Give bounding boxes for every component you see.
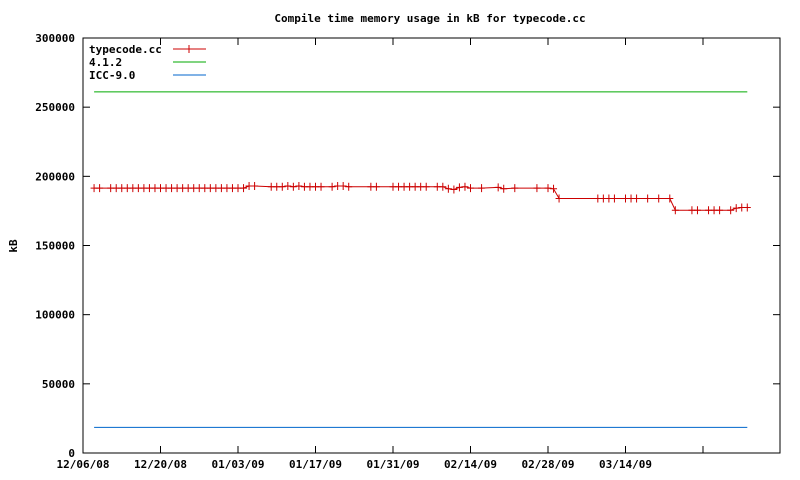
legend-label: 4.1.2 [89,56,122,69]
data-point-marker [317,182,325,191]
y-axis: 0 50000 100000 150000 200000 250000 300000 [35,32,780,460]
y-tick-label: 300000 [35,32,75,45]
x-tick-label: 02/14/09 [444,458,497,471]
data-point-marker [544,184,552,193]
chart-title: Compile time memory usage in kB for type… [274,12,585,25]
data-point-marker [450,185,458,194]
y-tick-label: 0 [68,447,75,460]
x-tick-label: 01/03/09 [212,458,265,471]
data-point-marker [339,182,347,191]
data-point-marker [716,206,724,215]
data-point-marker [295,182,303,191]
data-point-marker [666,194,674,203]
x-tick-label: 12/20/08 [134,458,187,471]
data-point-marker [278,182,286,191]
legend-marker [185,45,193,53]
x-tick-label: 03/14/09 [599,458,652,471]
data-point-marker [555,194,563,203]
data-point-marker [633,194,641,203]
y-tick-label: 200000 [35,170,75,183]
x-tick-label: 02/28/09 [522,458,575,471]
legend-label: ICC-9.0 [89,69,135,82]
x-tick-label: 01/31/09 [367,458,420,471]
y-tick-label: 50000 [42,378,75,391]
data-point-marker [439,182,447,191]
data-point-marker [655,194,663,203]
y-tick-label: 250000 [35,101,75,114]
y-axis-label: kB [7,239,20,253]
data-point-marker [251,182,259,191]
data-point-marker [328,182,336,191]
data-point-marker [240,184,248,193]
data-point-marker [511,184,519,193]
data-point-marker [550,184,558,193]
data-point-marker [455,183,463,192]
data-point-marker [467,184,474,193]
data-point-marker [494,183,502,192]
data-point-marker [732,204,740,213]
data-point-marker [610,194,618,203]
data-point-marker [500,184,508,193]
x-tick-label: 01/17/09 [289,458,342,471]
data-point-marker [372,182,380,191]
data-point-marker [284,182,292,191]
x-tick-label: 12/06/08 [57,458,110,471]
data-point-marker [644,194,652,203]
data-point-marker [671,206,679,215]
series-layer [90,91,751,428]
data-point-marker [461,182,469,191]
data-point-marker [96,184,104,193]
legend-label: typecode.cc [89,43,162,56]
data-point-marker [693,206,701,215]
data-point-marker [289,182,297,191]
data-point-marker [478,184,486,193]
data-point-marker [422,182,430,191]
y-tick-label: 100000 [35,309,75,322]
y-tick-label: 150000 [35,240,75,253]
data-point-marker [727,206,735,215]
data-point-marker [533,184,541,193]
data-point-marker [444,184,452,193]
data-point-marker [743,203,751,212]
data-point-marker [345,182,353,191]
x-axis: 12/06/08 12/20/08 01/03/09 01/17/09 01/31/09… [57,38,704,471]
